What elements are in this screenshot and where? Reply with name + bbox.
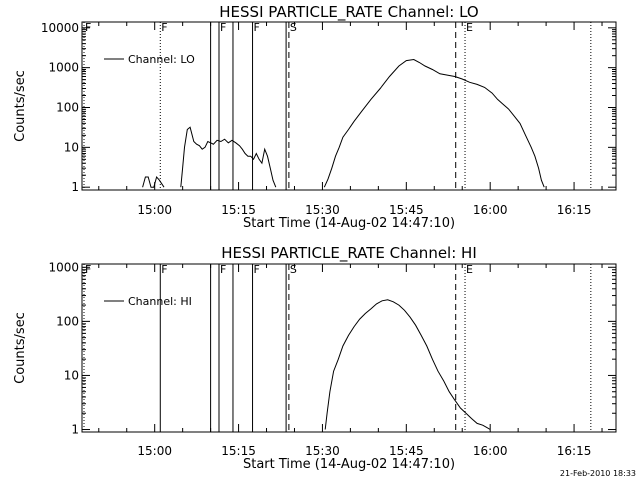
x-axis-label: Start Time (14-Aug-02 14:47:10) [243,457,455,472]
plot-frame [81,263,617,433]
x-axis-label: Start Time (14-Aug-02 14:47:10) [243,216,455,231]
x-tick-label: 15:15 [221,203,256,217]
series-line [324,299,491,430]
y-axis-label: Counts/sec [13,312,28,384]
flag-label: E [466,263,473,276]
legend-label: Channel: HI [128,295,192,308]
y-tick-label: 10 [64,140,79,154]
x-tick-label: 16:00 [473,444,508,458]
x-tick-label: 15:00 [137,203,172,217]
y-tick-label: 100 [56,101,79,115]
x-tick-label: 16:15 [557,203,592,217]
flag-label: F [161,263,167,276]
footer-date: 21-Feb-2010 18:33 [560,469,636,478]
y-tick-label: 10 [64,368,79,382]
flag-label: S [290,263,297,276]
series-line [180,126,277,188]
y-tick-label: 1 [71,180,79,194]
flag-label: S [290,21,297,34]
flag-label: E [466,21,473,34]
flag-label: F [254,21,260,34]
x-tick-label: 15:00 [137,444,172,458]
x-tick-label: 15:45 [389,203,424,217]
x-tick-label: 15:45 [389,444,424,458]
series-line [323,58,545,188]
flag-label: F [220,21,226,34]
plot-frame [81,21,617,191]
flag-label: F [254,263,260,276]
x-tick-label: 15:30 [305,203,340,217]
legend-label: Channel: LO [128,53,195,66]
flag-label: F [85,21,91,34]
flag-label: F [220,263,226,276]
y-tick-label: 1000 [48,260,79,274]
y-tick-label: 1000 [48,61,79,75]
flag-label: F [161,21,167,34]
y-tick-label: 100 [56,314,79,328]
y-tick-label: 10000 [41,21,79,35]
chart-title: HESSI PARTICLE_RATE Channel: HI [221,244,477,263]
x-tick-label: 15:30 [305,444,340,458]
chart-title: HESSI PARTICLE_RATE Channel: LO [219,3,478,22]
y-axis-label: Counts/sec [13,70,28,142]
flag-label: F [85,263,91,276]
panel-lo: HESSI PARTICLE_RATE Channel: LO 15:00 15:1… [13,3,617,231]
panel-hi: HESSI PARTICLE_RATE Channel: HI 15:00 15:1… [13,244,617,472]
x-tick-label: 16:00 [473,203,508,217]
series-line [142,175,165,188]
x-tick-label: 15:15 [221,444,256,458]
y-tick-label: 1 [71,423,79,437]
x-tick-label: 16:15 [557,444,592,458]
